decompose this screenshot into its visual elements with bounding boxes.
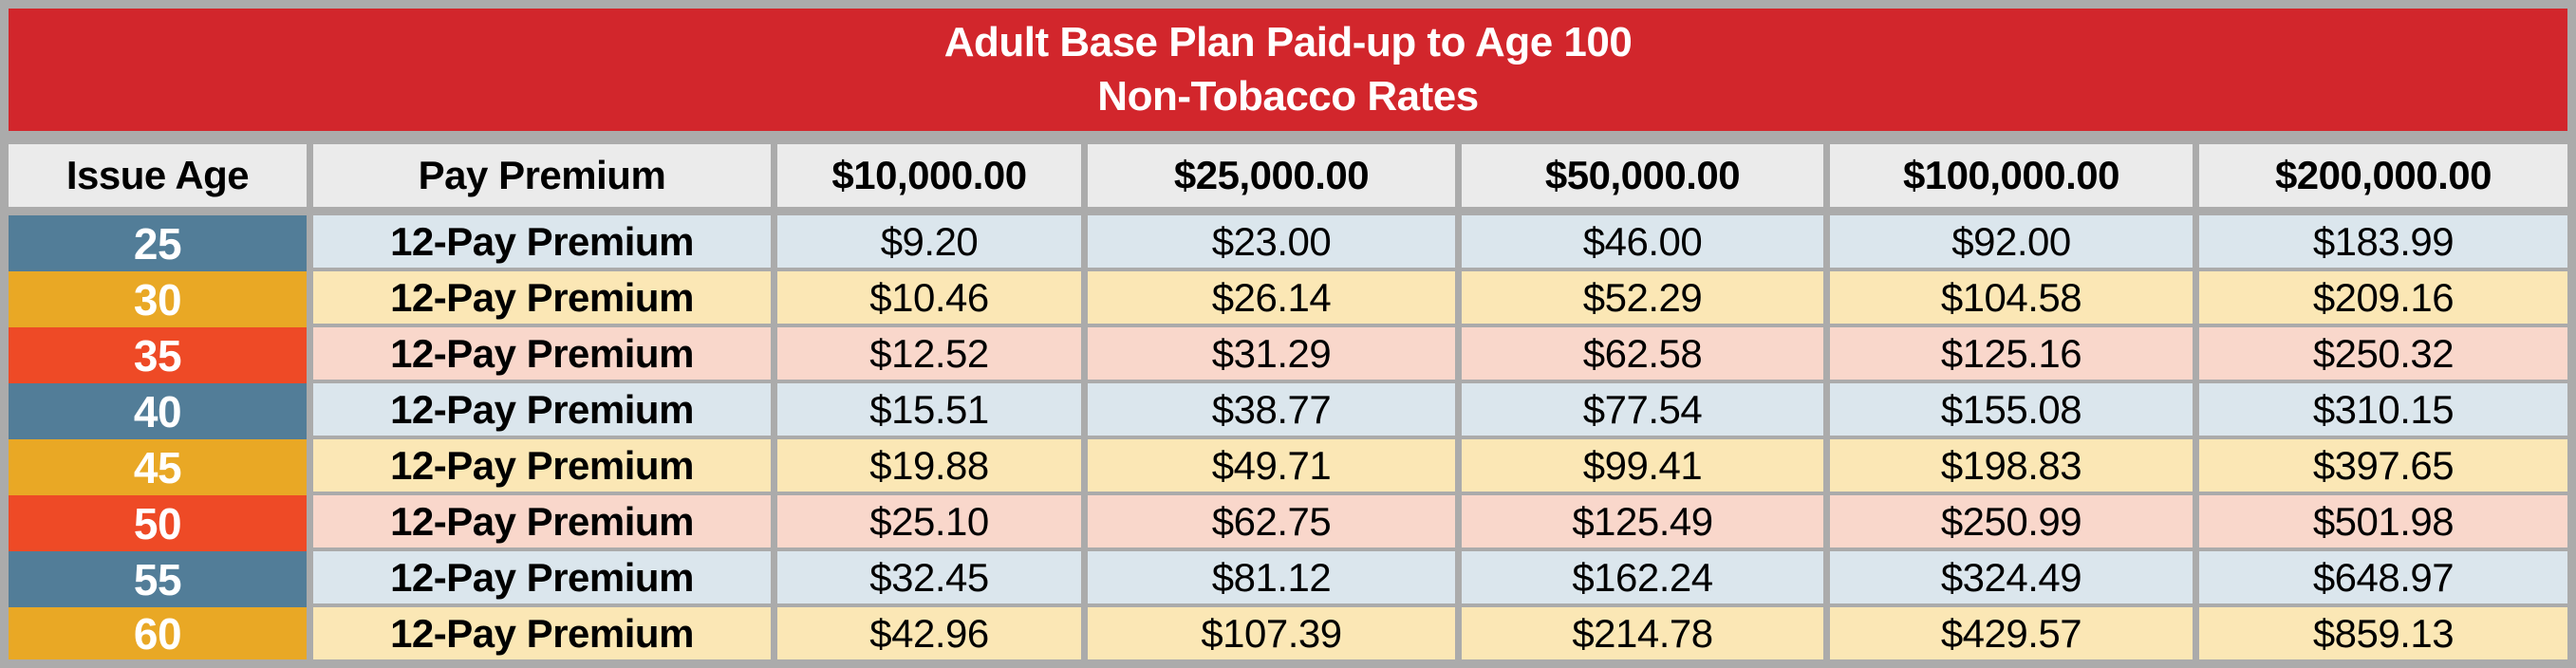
rate-cell: $19.88 [777, 439, 1081, 495]
rate-cell: $49.71 [1088, 439, 1455, 495]
age-cell: 45 [9, 439, 307, 495]
rate-cell: $25.10 [777, 495, 1081, 551]
rate-cell: $183.99 [2199, 215, 2567, 271]
age-cell: 30 [9, 271, 307, 327]
rate-cell: $10.46 [777, 271, 1081, 327]
rate-cell: $26.14 [1088, 271, 1455, 327]
rate-cell: $162.24 [1462, 551, 1823, 607]
pay-premium-cell: 12-Pay Premium [313, 327, 771, 383]
rate-cell: $46.00 [1462, 215, 1823, 271]
rate-cell: $92.00 [1830, 215, 2193, 271]
rate-cell: $250.32 [2199, 327, 2567, 383]
rate-cell: $209.16 [2199, 271, 2567, 327]
column-header-issue-age: Issue Age [9, 144, 307, 207]
age-cell: 50 [9, 495, 307, 551]
age-cell: 25 [9, 215, 307, 271]
rate-cell: $12.52 [777, 327, 1081, 383]
rate-cell: $324.49 [1830, 551, 2193, 607]
table-body: 25 12-Pay Premium $9.20 $23.00 $46.00 $9… [9, 215, 2567, 659]
rate-cell: $81.12 [1088, 551, 1455, 607]
rate-cell: $62.75 [1088, 495, 1455, 551]
table-title-banner: Adult Base Plan Paid-up to Age 100 Non-T… [9, 9, 2567, 131]
rate-cell: $429.57 [1830, 607, 2193, 659]
rate-cell: $125.49 [1462, 495, 1823, 551]
age-cell: 55 [9, 551, 307, 607]
pay-premium-cell: 12-Pay Premium [313, 439, 771, 495]
rate-cell: $198.83 [1830, 439, 2193, 495]
rate-cell: $104.58 [1830, 271, 2193, 327]
table-subtitle: Non-Tobacco Rates [1097, 72, 1479, 120]
rate-cell: $62.58 [1462, 327, 1823, 383]
pay-premium-cell: 12-Pay Premium [313, 215, 771, 271]
rate-cell: $859.13 [2199, 607, 2567, 659]
rate-cell: $42.96 [777, 607, 1081, 659]
rate-cell: $214.78 [1462, 607, 1823, 659]
rate-cell: $250.99 [1830, 495, 2193, 551]
rate-cell: $501.98 [2199, 495, 2567, 551]
table-title: Adult Base Plan Paid-up to Age 100 [943, 19, 1633, 66]
column-header-10000: $10,000.00 [777, 144, 1081, 207]
rate-cell: $9.20 [777, 215, 1081, 271]
rate-cell: $31.29 [1088, 327, 1455, 383]
pay-premium-cell: 12-Pay Premium [313, 383, 771, 439]
rate-cell: $32.45 [777, 551, 1081, 607]
age-cell: 60 [9, 607, 307, 659]
rate-cell: $107.39 [1088, 607, 1455, 659]
pay-premium-cell: 12-Pay Premium [313, 271, 771, 327]
rate-cell: $23.00 [1088, 215, 1455, 271]
column-header-25000: $25,000.00 [1088, 144, 1455, 207]
column-header-pay-premium: Pay Premium [313, 144, 771, 207]
rate-cell: $397.65 [2199, 439, 2567, 495]
pay-premium-cell: 12-Pay Premium [313, 495, 771, 551]
rate-cell: $15.51 [777, 383, 1081, 439]
rate-cell: $155.08 [1830, 383, 2193, 439]
rate-cell: $310.15 [2199, 383, 2567, 439]
pay-premium-cell: 12-Pay Premium [313, 607, 771, 659]
age-cell: 40 [9, 383, 307, 439]
rate-cell: $77.54 [1462, 383, 1823, 439]
rate-cell: $52.29 [1462, 271, 1823, 327]
rate-cell: $38.77 [1088, 383, 1455, 439]
rate-cell: $125.16 [1830, 327, 2193, 383]
column-header-100000: $100,000.00 [1830, 144, 2193, 207]
table-header-row: Issue Age Pay Premium $10,000.00 $25,000… [9, 144, 2567, 207]
age-cell: 35 [9, 327, 307, 383]
rate-cell: $648.97 [2199, 551, 2567, 607]
column-header-50000: $50,000.00 [1462, 144, 1823, 207]
pay-premium-cell: 12-Pay Premium [313, 551, 771, 607]
column-header-200000: $200,000.00 [2199, 144, 2567, 207]
rate-cell: $99.41 [1462, 439, 1823, 495]
